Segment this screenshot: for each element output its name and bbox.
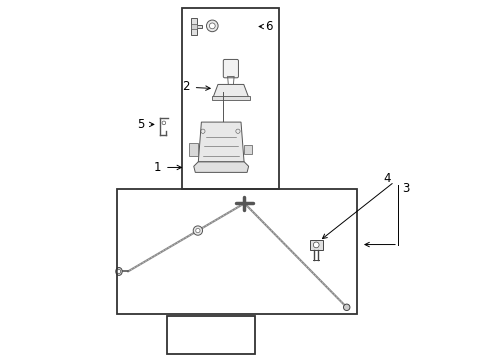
Circle shape (343, 304, 349, 311)
Text: 1: 1 (154, 161, 161, 174)
Bar (182, 8, 278, 189)
FancyBboxPatch shape (309, 240, 322, 250)
Text: 4: 4 (383, 172, 390, 185)
Polygon shape (198, 122, 244, 162)
Text: 5: 5 (137, 118, 144, 131)
FancyBboxPatch shape (223, 59, 238, 78)
Bar (167, 316, 255, 354)
Ellipse shape (116, 267, 122, 275)
Polygon shape (213, 85, 248, 97)
Circle shape (209, 23, 215, 29)
Bar (244, 145, 251, 154)
Polygon shape (191, 18, 201, 35)
Circle shape (195, 228, 200, 233)
Circle shape (193, 226, 202, 235)
Circle shape (206, 20, 218, 32)
Bar (211, 96, 250, 100)
Circle shape (162, 121, 165, 125)
Ellipse shape (117, 269, 121, 274)
Text: 6: 6 (265, 20, 272, 33)
Bar (117, 189, 357, 315)
Circle shape (313, 242, 319, 248)
Text: 2: 2 (182, 80, 190, 93)
Bar (189, 143, 198, 156)
Bar (191, 24, 197, 29)
Text: 3: 3 (402, 183, 409, 195)
Polygon shape (193, 162, 248, 172)
